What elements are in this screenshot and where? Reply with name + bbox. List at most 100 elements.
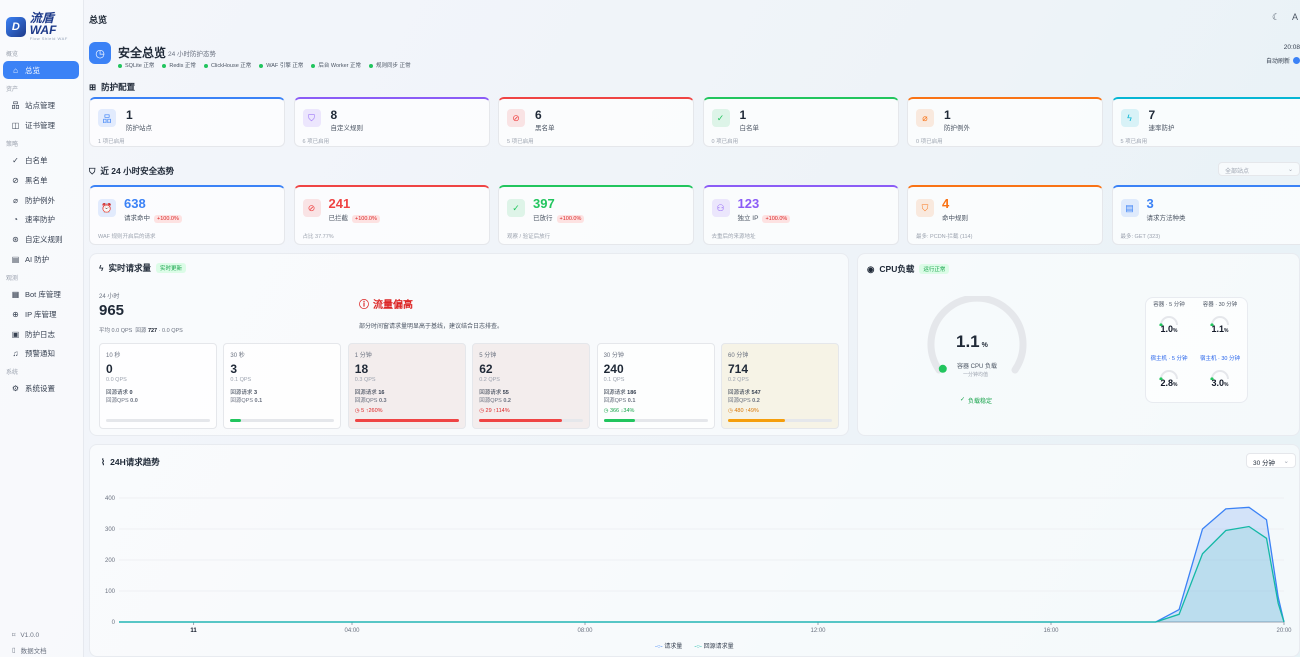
card-value: 397: [533, 196, 555, 211]
card-footnote: WAF 规则开启后的请求: [98, 234, 156, 240]
realtime-title-text: 实时请求量: [108, 263, 152, 273]
origin-qps-value: 0.1: [254, 398, 263, 404]
trend-title-text: 24H请求趋势: [110, 457, 160, 467]
dashboard-icon: ⌂: [13, 65, 18, 75]
auto-refresh-label: 自动刷新: [1265, 59, 1290, 65]
security-card[interactable]: ⚇ 123 独立 IP +100.0% 去重后的来源地址: [702, 185, 899, 245]
legend-requests[interactable]: -○- 请求量: [655, 641, 682, 650]
security-card[interactable]: ▤ 3 请求方法种类 最多: GET (323): [1111, 185, 1300, 245]
sidebar-item-label: IP 库管理: [25, 309, 57, 319]
protection-card[interactable]: ✓ 1 白名单 0 项已启用: [702, 97, 899, 147]
window-origin-qps: 回源QPS 0.2: [728, 396, 832, 404]
window-label: 10 秒: [106, 353, 121, 359]
protection-section-title: ⊞ 防护配置: [89, 81, 135, 93]
sidebar-item-blacklist[interactable]: ⊘ 黑名单: [3, 171, 79, 189]
sidebar-item-whitelist[interactable]: ✓ 白名单: [3, 151, 79, 169]
sidebar-item-sites[interactable]: 品站点管理: [3, 96, 79, 114]
sidebar-item-ai[interactable]: ▤ AI 防护: [3, 250, 79, 268]
version: ⌑ V1.0.0: [12, 631, 39, 640]
sidebar-item-rate[interactable]: ◔ 速率防护: [3, 210, 79, 228]
time-window-card: 60 分钟 714 0.2 QPS 回源请求 547 回源QPS 0.2 ◷ 4…: [721, 343, 839, 429]
alert-title: 流量偏高: [373, 300, 413, 311]
sidebar-item-ip[interactable]: ⊕ IP 库管理: [3, 305, 79, 323]
origin-qps-label: 回源QPS: [106, 398, 129, 404]
security-card[interactable]: ✓ 397 已放行 +100.0% 观察 / 验证后放行: [498, 185, 694, 245]
window-origin-qps: 回源QPS 0.0: [106, 396, 210, 404]
card-label: 独立 IP +100.0%: [737, 212, 791, 223]
auto-refresh-toggle[interactable]: 自动刷新: [1266, 56, 1300, 65]
window-origin-qps: 回源QPS 0.3: [355, 396, 459, 404]
translate-icon[interactable]: A: [1292, 12, 1299, 22]
status-clickhouse: ClickHouse 正常: [204, 61, 251, 69]
sidebar-item-label: 白名单: [25, 155, 48, 165]
gear-icon: ⚙: [11, 383, 20, 393]
protection-card[interactable]: 品 1 防护站点 1 项已启用: [89, 97, 285, 147]
protection-card[interactable]: ϟ 7 速率防护 5 项已启用: [1111, 97, 1300, 147]
card-label: 命中规则: [942, 212, 968, 222]
protection-card[interactable]: ⌀ 1 防护例外 0 项已启用: [907, 97, 1103, 147]
user-icon: ⚇: [711, 199, 730, 217]
status-redis: Redis 正常: [162, 61, 196, 69]
protection-card[interactable]: ⛉ 8 自定义规则 6 项已启用: [293, 97, 490, 147]
origin-requests-value: 55: [502, 390, 509, 396]
window-change-text: 5 ↑260%: [361, 408, 383, 414]
alert-icon: ⓘ: [359, 300, 369, 311]
y-tick-label: 0: [112, 620, 116, 626]
card-footnote: 0 项已启用: [916, 139, 943, 145]
sidebar-item-logs[interactable]: ▣ 防护日志: [3, 325, 79, 343]
gauge-icon: ◷: [89, 42, 111, 64]
origin-requests-value: 16: [378, 390, 385, 396]
card-value: 123: [737, 196, 760, 211]
card-footnote: 观察 / 验证后放行: [507, 234, 551, 240]
card-value: 6: [535, 108, 542, 122]
security-card[interactable]: ⏰ 638 请求命中 +100.0% WAF 规则开启后的请求: [89, 185, 285, 245]
series-area-requests: [119, 507, 1284, 622]
sidebar-item-alerts[interactable]: ♫ 预警通知: [3, 344, 79, 362]
status-worker: 后台 Worker 正常: [311, 61, 361, 69]
security-card[interactable]: ⛉ 4 命中规则 最多: PCDN-拦截 (114): [907, 185, 1103, 245]
card-label-text: 独立 IP: [737, 215, 759, 222]
hero-title: 安全总览: [118, 46, 167, 60]
mini-gauge-arc: [1210, 316, 1229, 326]
file-icon: ▤: [1120, 199, 1139, 217]
window-progress-fill: [354, 419, 459, 422]
realtime-total: 965: [99, 302, 125, 319]
security-card[interactable]: ⊘ 241 已拦截 +100.0% 占比 37.77%: [293, 185, 490, 245]
window-label: 1 分钟: [354, 353, 372, 359]
sidebar-item-settings[interactable]: ⚙ 系统设置: [3, 379, 79, 397]
time-window-card: 10 秒 0 0.0 QPS 回源请求 0 回源QPS 0.0: [99, 343, 217, 429]
brand-logo[interactable]: D 流盾 WAF Flow Shield WAF: [6, 12, 83, 41]
protection-card[interactable]: ⊘ 6 黑名单 5 项已启用: [498, 97, 694, 147]
interval-select[interactable]: 30 分钟 ⌄: [1246, 453, 1296, 468]
cpu-value-number: 1.1: [956, 332, 980, 351]
shield-icon: ⛉: [916, 199, 934, 217]
card-label: 请求方法种类: [1147, 212, 1186, 222]
mini-gauge-unit: %: [1224, 328, 1229, 334]
window-change-text: 366 ↓34%: [609, 408, 635, 414]
sidebar-item-custom-rules[interactable]: ⊛ 自定义规则: [3, 230, 79, 248]
sidebar-item-label: 总览: [25, 65, 40, 75]
docs-link[interactable]: ▯ 数据文档: [12, 645, 47, 655]
sidebar-item-certs[interactable]: ◫ 证书管理: [3, 116, 79, 134]
window-progress-track: [106, 419, 210, 422]
window-change-text: 480 ↑49%: [734, 408, 759, 414]
origin-qps-value: 0.2: [752, 398, 760, 404]
cpu-label: 容器 CPU 负载: [957, 364, 998, 370]
sidebar-item-label: 自定义规则: [25, 234, 63, 244]
sidebar-item-bot[interactable]: ▦ Bot 库管理: [3, 285, 79, 303]
y-tick-label: 100: [105, 589, 116, 595]
tag-icon: ⌑: [12, 632, 16, 639]
realtime-qps: 平均 0.0 QPS: [99, 328, 133, 334]
card-value: 1: [944, 108, 951, 122]
series-line-origin: [119, 525, 1285, 623]
series-area-origin: [119, 526, 1284, 622]
theme-toggle-icon[interactable]: ☾: [1272, 12, 1281, 22]
sidebar-item-exceptions[interactable]: ⌀ 防护例外: [3, 191, 79, 209]
toggle-switch[interactable]: [1293, 57, 1300, 64]
card-footnote: 5 项已启用: [1120, 139, 1148, 145]
sidebar-item-overview[interactable]: ⌂ 总览: [3, 61, 79, 79]
card-label: 自定义规则: [330, 125, 364, 132]
legend-origin-requests[interactable]: -○- 回源请求量: [694, 641, 733, 650]
site-select[interactable]: 全部站点 ⌄: [1218, 162, 1300, 176]
legend-marker-icon: -○-: [655, 644, 663, 650]
